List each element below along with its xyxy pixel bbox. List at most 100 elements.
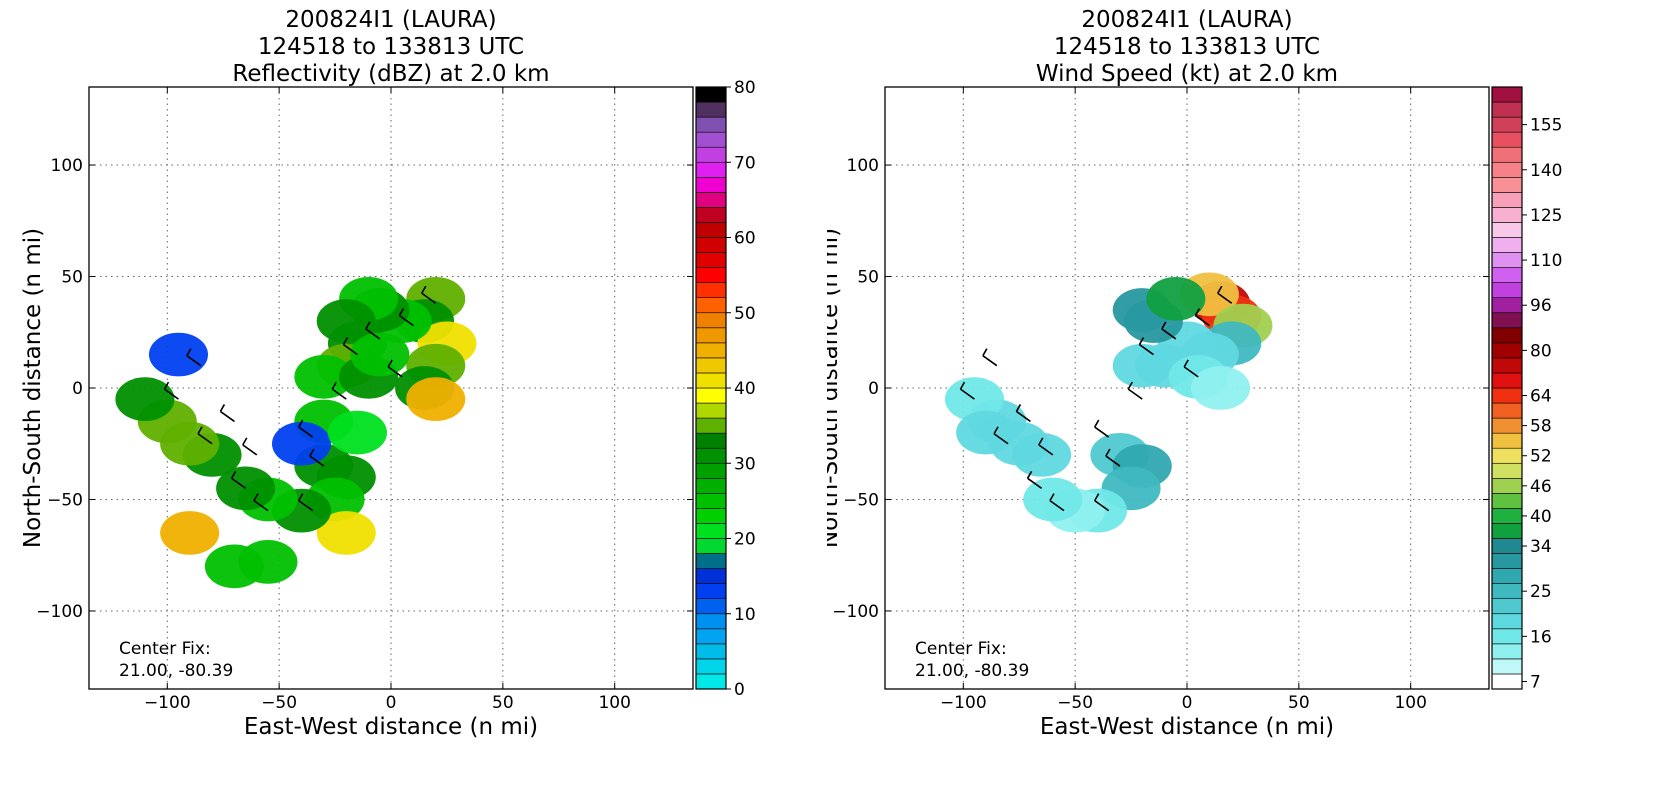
colorbar-segment	[1491, 508, 1523, 524]
colorbar-segment	[1491, 493, 1523, 509]
colorbar-segment	[1491, 116, 1523, 133]
chart-title-line: Wind Speed (kt) at 2.0 km	[1036, 61, 1338, 87]
colorbar-tick-label: 125	[1530, 206, 1562, 226]
colorbar-segment	[695, 568, 727, 584]
colorbar-frame	[1491, 86, 1523, 690]
colorbar-segment	[695, 477, 727, 494]
y-tick-label: 50	[857, 268, 879, 288]
data-cell	[406, 377, 466, 421]
x-tick-label: −100	[940, 693, 987, 713]
wind-barb	[242, 444, 258, 456]
colorbar-segment	[1491, 628, 1523, 645]
colorbar-segment	[1491, 417, 1523, 434]
colorbar-tick-label: 25	[1530, 582, 1552, 602]
center-fix-annotation: 21.00, -80.39	[119, 661, 233, 681]
wind-barb	[1194, 314, 1210, 327]
colorbar-segment	[1491, 342, 1523, 359]
colorbar-segment	[695, 538, 727, 554]
data-cell	[1023, 477, 1083, 522]
colorbar-segment	[695, 116, 727, 133]
wind-barb	[1027, 477, 1043, 489]
wind-barb	[164, 388, 179, 400]
colorbar-tick-label: 20	[734, 530, 756, 550]
center-fix-annotation: 21.00, -80.39	[915, 661, 1029, 681]
y-tick-label: 0	[868, 379, 879, 399]
x-axis-label: East-West distance (n mi)	[1040, 714, 1334, 740]
wind-barb	[421, 292, 437, 304]
colorbar-segment	[695, 161, 727, 178]
wind-barb-flag	[242, 437, 248, 446]
colorbar-tick-label: 96	[1530, 296, 1552, 316]
reflectivity-chart: 200824I1 (LAURA)124518 to 133813 UTCRefl…	[20, 7, 756, 740]
colorbar-segment	[695, 643, 727, 660]
colorbar-segment	[695, 417, 727, 434]
colorbar-segment	[1491, 131, 1523, 148]
y-tick-label: 100	[51, 156, 83, 176]
wind-barb-flag	[197, 426, 203, 435]
data-cell	[350, 332, 410, 377]
data-cell	[238, 540, 298, 584]
colorbar-segment	[695, 553, 727, 569]
colorbar-segment	[695, 312, 727, 329]
wind-barb	[398, 314, 414, 327]
colorbar-tick-label: 80	[734, 78, 756, 98]
colorbar-segment	[1491, 613, 1523, 630]
wind-barb-flag	[421, 285, 427, 294]
wind-barb-flag	[298, 419, 304, 428]
colorbar-segment	[1491, 538, 1523, 554]
colorbar-tick-label: 64	[1530, 387, 1552, 407]
colorbar-segment	[1491, 658, 1523, 675]
wind-barb-flag	[1127, 381, 1133, 390]
colorbar-segment	[695, 447, 727, 464]
colorbar-segment	[695, 146, 727, 163]
wind-barb-flag	[1026, 470, 1033, 479]
y-tick-label: 0	[72, 379, 83, 399]
colorbar-tick-label: 40	[1530, 507, 1552, 527]
wind-barb-flag	[993, 426, 999, 435]
colorbar-segment	[695, 613, 727, 630]
colorbar-segment	[1491, 86, 1523, 103]
colorbar-segment	[1491, 146, 1523, 163]
data-cell	[160, 511, 220, 555]
colorbar-segment	[695, 327, 727, 344]
data-layer	[115, 276, 477, 589]
colorbar-segment	[1491, 447, 1523, 464]
colorbar-segment	[1491, 192, 1523, 208]
colorbar-segment	[1491, 357, 1523, 374]
wind-barb-flag	[219, 404, 226, 412]
colorbar-segment	[695, 658, 727, 675]
y-tick-label: −100	[832, 602, 879, 622]
wind-barb	[1038, 444, 1054, 456]
wind-barb	[342, 343, 358, 356]
wind-barb	[1094, 499, 1110, 512]
y-tick-label: −50	[843, 490, 879, 510]
wind-barb-flag	[186, 348, 192, 357]
wind-speed-panel: 200824I1 (LAURA) 124518 to 133813 UTC Wind…	[827, 0, 1654, 787]
x-tick-label: 50	[492, 693, 514, 713]
wind-barb-flag	[1138, 337, 1145, 345]
wind-barb-flag	[387, 359, 393, 368]
wind-barb	[1094, 426, 1110, 438]
wind-barb-flag	[230, 470, 237, 479]
wind-barb-flag	[1049, 493, 1055, 502]
colorbar-segment	[1491, 673, 1523, 690]
colorbar	[1491, 86, 1527, 690]
colorbar-segment	[1491, 598, 1523, 615]
wind-barb-flag	[959, 381, 966, 390]
x-tick-label: −100	[144, 693, 191, 713]
wind-barb-flag	[982, 348, 988, 357]
colorbar-segment	[1491, 372, 1523, 389]
colorbar-segment	[695, 673, 727, 690]
data-cell	[148, 332, 209, 377]
wind-barbs	[163, 285, 437, 512]
wind-barb	[960, 388, 975, 400]
colorbar-segment	[695, 101, 727, 118]
wind-barb	[1161, 328, 1177, 340]
colorbar-segment	[1491, 523, 1523, 539]
wind-barb	[298, 499, 314, 512]
colorbar-tick-label: 140	[1530, 161, 1562, 181]
colorbar-segment	[695, 237, 727, 253]
data-cell	[1146, 276, 1206, 321]
wind-barb	[365, 328, 381, 340]
wind-barb	[298, 426, 314, 438]
